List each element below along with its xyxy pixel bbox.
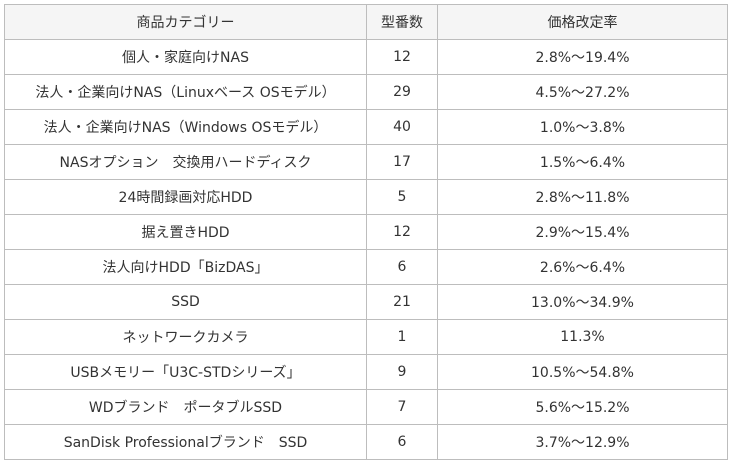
cell-category: ネットワークカメラ <box>4 319 367 355</box>
table-row: 法人・企業向けNAS（Linuxベース OSモデル） 29 4.5%～27.2% <box>4 74 728 110</box>
cell-revision-rate: 2.6%～6.4% <box>437 249 728 285</box>
table-row: WDブランド ポータブルSSD 7 5.6%～15.2% <box>4 389 728 425</box>
table-row: USBメモリー「U3C-STDシリーズ」 9 10.5%～54.8% <box>4 354 728 390</box>
table-row: 法人・企業向けNAS（Windows OSモデル） 40 1.0%～3.8% <box>4 109 728 145</box>
cell-revision-rate: 2.8%～19.4% <box>437 39 728 75</box>
table-row: ネットワークカメラ 1 11.3% <box>4 319 728 355</box>
cell-model-count: 12 <box>366 39 438 75</box>
price-revision-table: 商品カテゴリー 型番数 価格改定率 個人・家庭向けNAS 12 2.8%～19.… <box>4 4 728 460</box>
cell-revision-rate: 13.0%～34.9% <box>437 284 728 320</box>
cell-model-count: 12 <box>366 214 438 250</box>
cell-model-count: 1 <box>366 319 438 355</box>
cell-category: WDブランド ポータブルSSD <box>4 389 367 425</box>
cell-model-count: 6 <box>366 424 438 460</box>
cell-model-count: 6 <box>366 249 438 285</box>
cell-category: USBメモリー「U3C-STDシリーズ」 <box>4 354 367 390</box>
cell-model-count: 9 <box>366 354 438 390</box>
cell-category: 法人・企業向けNAS（Windows OSモデル） <box>4 109 367 145</box>
cell-category: 個人・家庭向けNAS <box>4 39 367 75</box>
cell-revision-rate: 2.9%～15.4% <box>437 214 728 250</box>
cell-revision-rate: 11.3% <box>437 319 728 355</box>
cell-revision-rate: 5.6%～15.2% <box>437 389 728 425</box>
table-row: 法人向けHDD「BizDAS」 6 2.6%～6.4% <box>4 249 728 285</box>
price-revision-table-container: 商品カテゴリー 型番数 価格改定率 個人・家庭向けNAS 12 2.8%～19.… <box>4 4 728 460</box>
cell-revision-rate: 2.8%～11.8% <box>437 179 728 215</box>
cell-revision-rate: 1.0%～3.8% <box>437 109 728 145</box>
cell-model-count: 5 <box>366 179 438 215</box>
cell-model-count: 17 <box>366 144 438 180</box>
header-price-revision-rate: 価格改定率 <box>437 4 728 40</box>
cell-category: 法人・企業向けNAS（Linuxベース OSモデル） <box>4 74 367 110</box>
cell-model-count: 7 <box>366 389 438 425</box>
table-row: NASオプション 交換用ハードディスク 17 1.5%～6.4% <box>4 144 728 180</box>
table-row: SSD 21 13.0%～34.9% <box>4 284 728 320</box>
cell-model-count: 29 <box>366 74 438 110</box>
cell-category: 法人向けHDD「BizDAS」 <box>4 249 367 285</box>
cell-revision-rate: 4.5%～27.2% <box>437 74 728 110</box>
header-model-count: 型番数 <box>366 4 438 40</box>
cell-category: NASオプション 交換用ハードディスク <box>4 144 367 180</box>
table-row: 据え置きHDD 12 2.9%～15.4% <box>4 214 728 250</box>
cell-revision-rate: 3.7%～12.9% <box>437 424 728 460</box>
cell-category: 24時間録画対応HDD <box>4 179 367 215</box>
cell-model-count: 40 <box>366 109 438 145</box>
table-row: SanDisk Professionalブランド SSD 6 3.7%～12.9… <box>4 424 728 460</box>
cell-category: SanDisk Professionalブランド SSD <box>4 424 367 460</box>
cell-category: 据え置きHDD <box>4 214 367 250</box>
cell-revision-rate: 1.5%～6.4% <box>437 144 728 180</box>
table-header-row: 商品カテゴリー 型番数 価格改定率 <box>4 4 728 40</box>
cell-model-count: 21 <box>366 284 438 320</box>
cell-revision-rate: 10.5%～54.8% <box>437 354 728 390</box>
cell-category: SSD <box>4 284 367 320</box>
table-row: 個人・家庭向けNAS 12 2.8%～19.4% <box>4 39 728 75</box>
header-product-category: 商品カテゴリー <box>4 4 367 40</box>
table-row: 24時間録画対応HDD 5 2.8%～11.8% <box>4 179 728 215</box>
